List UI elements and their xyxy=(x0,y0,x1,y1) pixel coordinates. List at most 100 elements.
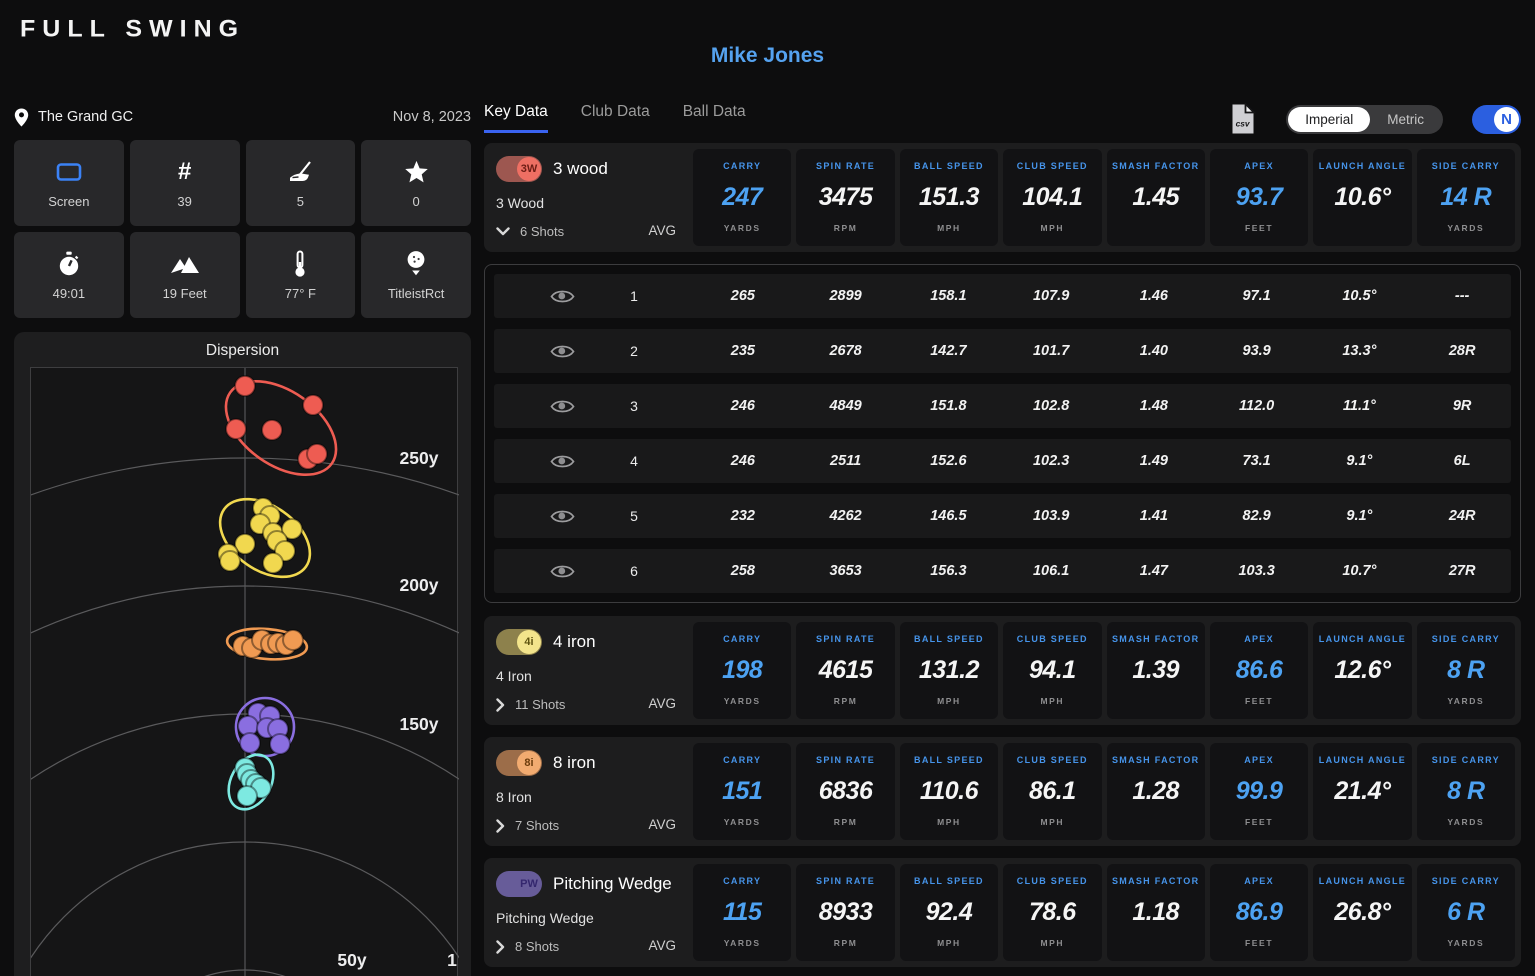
shot-value: 103.3 xyxy=(1238,563,1275,579)
eye-visibility-icon[interactable] xyxy=(550,563,575,580)
group-red-shot-dot xyxy=(234,375,256,397)
group-red-shot-dot xyxy=(302,394,324,416)
stat-unit: YARDS xyxy=(1447,696,1485,706)
eye-visibility-icon[interactable] xyxy=(550,343,575,360)
stat-card-smash-factor: SMASH FACTOR 1.39 xyxy=(1106,622,1205,719)
club-visibility-toggle[interactable]: 4i xyxy=(496,629,542,655)
club-count-icon xyxy=(287,158,314,186)
expand-shots-button[interactable]: 6 Shots xyxy=(496,224,678,239)
shot-value: 9.1° xyxy=(1346,508,1373,524)
group-purple-shot-dot xyxy=(239,732,261,754)
shot-number: 2 xyxy=(630,343,638,359)
shot-value: 246 xyxy=(730,398,755,414)
unit-toggle[interactable]: Imperial Metric xyxy=(1286,104,1443,134)
stat-card-launch-angle: LAUNCH ANGLE 12.6° xyxy=(1313,622,1412,719)
svg-text:csv: csv xyxy=(1236,119,1251,129)
stat-label: LAUNCH ANGLE xyxy=(1318,634,1407,644)
shot-value: 3653 xyxy=(829,563,862,579)
session-tile-5: 5 xyxy=(245,140,356,226)
club-subtitle: 3 Wood xyxy=(496,195,544,211)
shot-value: 10.7° xyxy=(1342,563,1377,579)
stat-card-launch-angle: LAUNCH ANGLE 10.6° xyxy=(1313,149,1412,246)
stat-value: 115 xyxy=(723,897,762,926)
unit-option-metric[interactable]: Metric xyxy=(1387,111,1424,127)
dispersion-chart: 250y 200y 150y 50y 1 xyxy=(0,367,874,976)
stat-card-spin-rate: SPIN RATE 3475 RPM xyxy=(796,149,895,246)
eye-visibility-icon[interactable] xyxy=(550,288,575,305)
stat-unit: MPH xyxy=(937,938,961,948)
shot-value: 152.6 xyxy=(930,453,967,469)
session-tile-39: #39 xyxy=(129,140,240,226)
normalize-toggle[interactable]: N xyxy=(1472,104,1521,134)
stat-unit: YARDS xyxy=(723,817,761,827)
club-info: 4i 4 iron 4 Iron 11 Shots AVG xyxy=(490,622,688,719)
expand-shots-button[interactable]: 8 Shots xyxy=(496,939,678,954)
unit-option-imperial[interactable]: Imperial xyxy=(1288,106,1371,132)
stat-label: CLUB SPEED xyxy=(1016,161,1088,171)
stat-card-carry: CARRY 151 YARDS xyxy=(693,743,792,840)
stat-card-ball-speed: BALL SPEED 151.3 MPH xyxy=(899,149,999,246)
shot-value: 146.5 xyxy=(930,508,967,524)
dispersion-title: Dispersion xyxy=(205,342,280,359)
eye-visibility-icon[interactable] xyxy=(550,508,575,525)
stat-card-apex: APEX 99.9 FEET xyxy=(1209,743,1309,840)
session-tile-0: 0 xyxy=(361,140,471,226)
stat-value: 6836 xyxy=(818,776,873,805)
tab-club-data[interactable]: Club Data xyxy=(580,103,650,120)
fullswing-logo: FULL SWING xyxy=(20,15,246,43)
club-info: 8i 8 iron 8 Iron 7 Shots AVG xyxy=(490,743,688,840)
shot-value: 1.49 xyxy=(1139,453,1168,469)
tile-label: 5 xyxy=(296,193,304,209)
shot-value: 1.48 xyxy=(1139,398,1168,414)
stat-label: LAUNCH ANGLE xyxy=(1318,876,1407,886)
shot-value: 24R xyxy=(1448,508,1476,524)
club-section-3-wood: 3W 3 wood 3 Wood 6 Shots AVG CARRY 247 YARDS SPI… xyxy=(484,143,1521,252)
stat-value: 10.6° xyxy=(1334,182,1391,211)
location-name: The Grand GC xyxy=(38,109,134,125)
stat-unit: YARDS xyxy=(723,696,761,706)
tab-ball-data[interactable]: Ball Data xyxy=(682,103,746,120)
shot-value: 142.7 xyxy=(930,343,967,359)
shot-number: 1 xyxy=(630,288,638,304)
stat-card-smash-factor: SMASH FACTOR 1.18 xyxy=(1106,864,1205,961)
club-info: PW Pitching Wedge Pitching Wedge 8 Shots AVG xyxy=(490,864,688,961)
club-visibility-toggle[interactable]: PW xyxy=(496,871,542,897)
avg-label: AVG xyxy=(648,223,676,238)
group-red-shot-dot xyxy=(225,418,247,440)
dispersion-panel: Dispersion 250y 200y 150y 50y 1 xyxy=(0,332,874,976)
expand-shots-button[interactable]: 7 Shots xyxy=(496,818,678,833)
shot-row-left: 5 xyxy=(494,508,689,525)
tile-label: 19 Feet xyxy=(162,285,207,301)
club-visibility-toggle[interactable]: 8i xyxy=(496,750,542,776)
stat-value: 14 R xyxy=(1440,182,1492,211)
stat-unit: RPM xyxy=(833,223,858,233)
expand-shots-button[interactable]: 11 Shots xyxy=(496,697,678,712)
eye-visibility-icon[interactable] xyxy=(550,453,575,470)
tile-label: TitleistRct xyxy=(387,285,445,301)
ring-label: 150y xyxy=(400,714,439,734)
stat-card-carry: CARRY 115 YARDS xyxy=(693,864,792,961)
shot-row-left: 3 xyxy=(494,398,689,415)
shot-row: 2 235 2678 142.7 101.7 1.40 93.9 13.3° 28R xyxy=(494,329,1511,373)
club-subtitle: 4 Iron xyxy=(496,668,532,684)
stat-value: 21.4° xyxy=(1334,776,1391,805)
club-visibility-toggle[interactable]: 3W xyxy=(496,156,542,182)
tile-label: Screen xyxy=(48,193,90,209)
stat-value: 8933 xyxy=(818,897,873,926)
stat-label: BALL SPEED xyxy=(914,876,984,886)
csv-export-button[interactable]: csv xyxy=(1229,103,1257,135)
stat-value: 92.4 xyxy=(925,897,973,926)
shot-value: 11.1° xyxy=(1342,398,1376,414)
session-tile-19-feet: 19 Feet xyxy=(129,232,240,318)
stat-card-ball-speed: BALL SPEED 131.2 MPH xyxy=(899,622,999,719)
stat-label: APEX xyxy=(1244,876,1274,886)
avg-label: AVG xyxy=(648,938,676,953)
tab-key-data[interactable]: Key Data xyxy=(484,103,548,133)
club-header: 4i 4 iron xyxy=(496,629,678,655)
eye-visibility-icon[interactable] xyxy=(550,398,575,415)
stat-value: 131.2 xyxy=(918,655,980,684)
stat-label: BALL SPEED xyxy=(914,634,984,644)
stat-unit: MPH xyxy=(937,817,961,827)
stat-card-club-speed: CLUB SPEED 86.1 MPH xyxy=(1003,743,1102,840)
club-badge: PW xyxy=(520,878,538,890)
